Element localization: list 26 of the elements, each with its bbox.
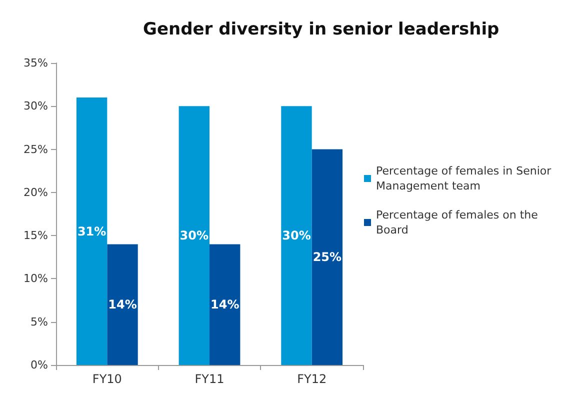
data-label: 14% [210, 298, 240, 312]
data-label: 30% [180, 228, 209, 243]
y-tick-label: 20% [24, 186, 48, 199]
y-tick-label: 35% [24, 56, 48, 70]
legend-label: Percentage of females in Senior Management team [376, 164, 555, 192]
y-tick-label: 5% [30, 315, 48, 328]
x-tick-label: FY12 [297, 372, 327, 386]
bar [312, 149, 343, 365]
data-label: 25% [312, 250, 342, 264]
y-tick-label: 15% [24, 229, 48, 242]
legend-label: Percentage of females on the Board [376, 208, 542, 236]
x-tick-label: FY10 [92, 372, 122, 386]
data-label: 14% [108, 298, 137, 312]
y-tick-label: 10% [24, 272, 48, 286]
chart-title: Gender diversity in senior leadership [143, 20, 500, 40]
data-label: 31% [77, 224, 106, 238]
bar [178, 106, 210, 365]
bar [281, 106, 312, 365]
bar [76, 98, 108, 365]
bar [107, 244, 138, 365]
y-tick-label: 30% [24, 100, 48, 113]
y-tick-label: 0% [30, 358, 48, 372]
y-tick-label: 25% [24, 142, 48, 156]
data-label: 30% [282, 228, 311, 243]
bar [210, 244, 240, 365]
x-tick-label: FY11 [194, 372, 224, 386]
